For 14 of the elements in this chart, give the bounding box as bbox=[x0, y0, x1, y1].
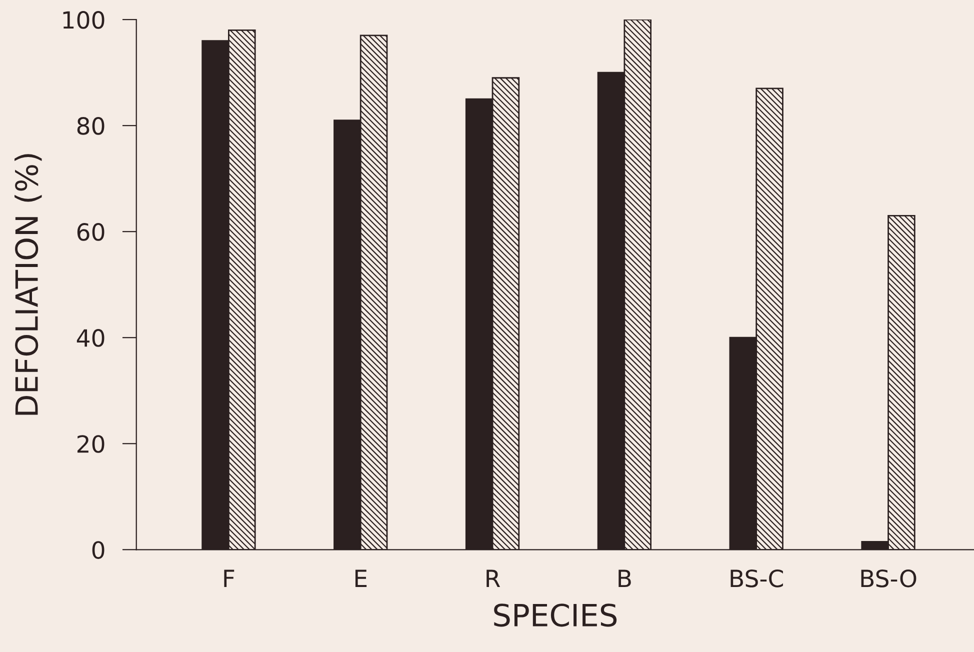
y-axis-title: DEFOLIATION (%) bbox=[14, 154, 42, 415]
x-tick-label: BS-C bbox=[730, 569, 783, 588]
x-tick-label: R bbox=[486, 570, 500, 588]
y-tick-label: 100 bbox=[63, 11, 104, 29]
x-tick-label: BS-O bbox=[861, 569, 916, 588]
y-tick-label: 60 bbox=[77, 223, 104, 241]
y-tick-label: 20 bbox=[77, 435, 104, 453]
y-tick-label: 0 bbox=[92, 541, 104, 559]
y-tick-label: 80 bbox=[77, 117, 104, 135]
x-axis-title: SPECIES bbox=[494, 604, 617, 627]
x-tick-label: B bbox=[618, 570, 631, 588]
y-tick-label: 40 bbox=[76, 329, 104, 347]
x-tick-label: E bbox=[355, 570, 367, 588]
x-tick-label: F bbox=[224, 570, 234, 588]
